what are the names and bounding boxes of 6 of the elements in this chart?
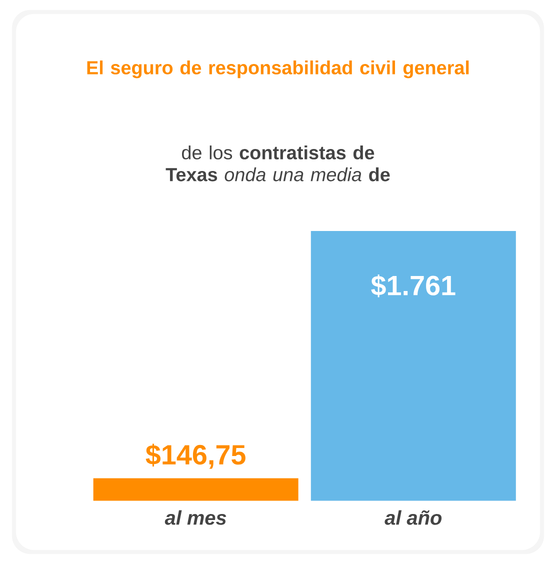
chart-title: El seguro de responsabilidad civil general xyxy=(87,60,469,78)
data-label: $146,75 xyxy=(146,444,246,469)
text: de los contratistas de Texas onda una media de xyxy=(166,146,390,182)
x-tick-label: al mes xyxy=(164,510,226,525)
x-tick-label: al año xyxy=(384,510,442,525)
data-label: $1.761 xyxy=(371,274,456,298)
